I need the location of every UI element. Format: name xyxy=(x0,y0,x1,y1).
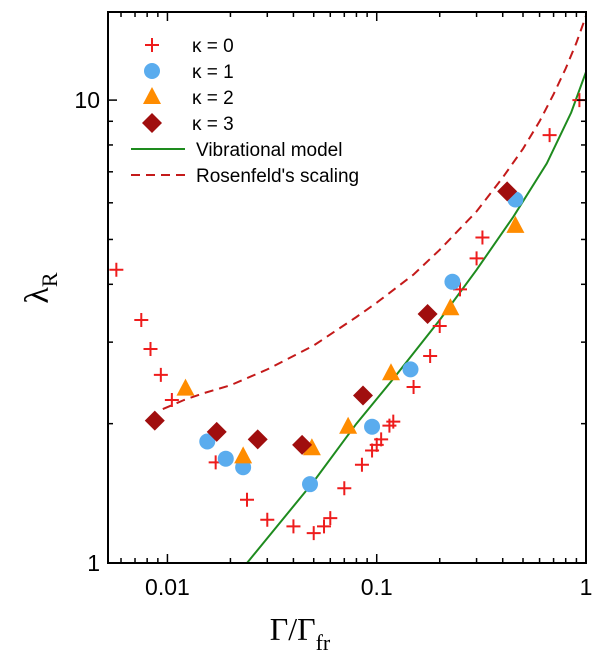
legend: κ = 0 κ = 1 κ = 2 κ = 3 Vibrational model Ros… xyxy=(131,36,359,187)
x-tick-label: 1 xyxy=(580,574,593,600)
data-point-kappa3-6 xyxy=(497,181,518,202)
legend-label: Vibrational model xyxy=(196,140,342,161)
data-point-kappa2-5 xyxy=(441,298,460,316)
data-point-kappa0-24 xyxy=(475,230,490,245)
data-point-kappa0-19 xyxy=(406,380,421,395)
data-point-kappa0-11 xyxy=(323,511,338,526)
axis-tick-labels: 0.01 0.1 1 1 10 xyxy=(74,87,592,600)
data-point-kappa0-20 xyxy=(423,349,438,364)
legend-symbol-kappa1 xyxy=(144,63,160,79)
data-point-kappa0-22 xyxy=(453,282,467,297)
x-axis-title: Γ/Γfr xyxy=(270,611,331,655)
data-point-kappa1-1 xyxy=(217,450,234,467)
x-tick-label: 0.1 xyxy=(361,574,393,600)
x-axis-title-main: Γ/Γ xyxy=(270,611,316,647)
data-point-kappa3-0 xyxy=(144,410,165,431)
data-point-kappa2-2 xyxy=(302,438,321,456)
data-point-kappa0-9 xyxy=(306,526,321,541)
data-point-kappa2-4 xyxy=(381,363,400,381)
axis-ticks xyxy=(108,12,587,564)
y-axis-title: λR xyxy=(19,272,62,304)
data-point-kappa0-18 xyxy=(386,414,401,429)
data-point-kappa1-5 xyxy=(402,361,419,378)
data-point-kappa1-6 xyxy=(444,273,461,290)
data-point-kappa0-1 xyxy=(134,312,149,327)
data-point-kappa0-6 xyxy=(240,492,255,507)
plot-area xyxy=(109,15,587,563)
legend-label: Rosenfeld's scaling xyxy=(196,166,359,187)
data-point-kappa0-2 xyxy=(143,341,158,356)
legend-label: κ = 2 xyxy=(192,88,234,109)
data-point-kappa0-23 xyxy=(469,251,484,266)
model-lines xyxy=(162,15,586,563)
y-tick-label: 1 xyxy=(87,550,100,576)
data-point-kappa3-4 xyxy=(353,385,374,406)
legend-label: κ = 3 xyxy=(192,114,234,135)
data-point-kappa0-0 xyxy=(109,262,124,277)
data-point-kappa0-4 xyxy=(164,392,179,407)
data-point-kappa2-1 xyxy=(234,446,253,464)
curve-vibrational-model xyxy=(246,71,586,563)
data-point-kappa0-8 xyxy=(286,519,301,534)
data-point-kappa3-1 xyxy=(206,421,227,442)
data-point-kappa3-5 xyxy=(417,304,438,325)
data-point-kappa0-25 xyxy=(542,128,557,143)
data-point-kappa0-12 xyxy=(337,481,352,496)
legend-symbol-kappa0 xyxy=(145,38,159,52)
data-point-kappa0-21 xyxy=(432,319,447,334)
data-point-kappa0-3 xyxy=(153,367,168,382)
legend-symbol-kappa2 xyxy=(143,87,161,104)
data-point-kappa0-16 xyxy=(374,432,389,447)
data-point-kappa1-3 xyxy=(302,476,319,493)
data-point-kappa2-6 xyxy=(506,215,525,233)
data-point-kappa3-2 xyxy=(247,429,268,450)
y-axis-title-sub: R xyxy=(37,272,62,287)
data-point-kappa0-13 xyxy=(354,457,369,472)
y-tick-label: 10 xyxy=(74,87,100,113)
legend-label: κ = 1 xyxy=(192,62,234,83)
data-point-kappa1-0 xyxy=(199,433,216,450)
data-point-kappa2-0 xyxy=(176,378,195,396)
data-point-kappa0-10 xyxy=(317,519,332,534)
data-point-kappa1-4 xyxy=(364,418,381,435)
curve-rosenfeld-scaling xyxy=(162,15,586,411)
data-points xyxy=(109,93,587,541)
plot-frame xyxy=(107,11,587,564)
y-axis-title-main: λ xyxy=(19,287,56,304)
legend-symbol-kappa3 xyxy=(142,113,162,133)
legend-label: κ = 0 xyxy=(192,36,234,57)
x-axis-title-sub: fr xyxy=(316,630,331,655)
data-point-kappa2-3 xyxy=(339,416,358,434)
data-point-kappa0-7 xyxy=(260,512,275,527)
x-tick-label: 0.01 xyxy=(145,574,190,600)
data-point-kappa3-3 xyxy=(292,434,313,455)
